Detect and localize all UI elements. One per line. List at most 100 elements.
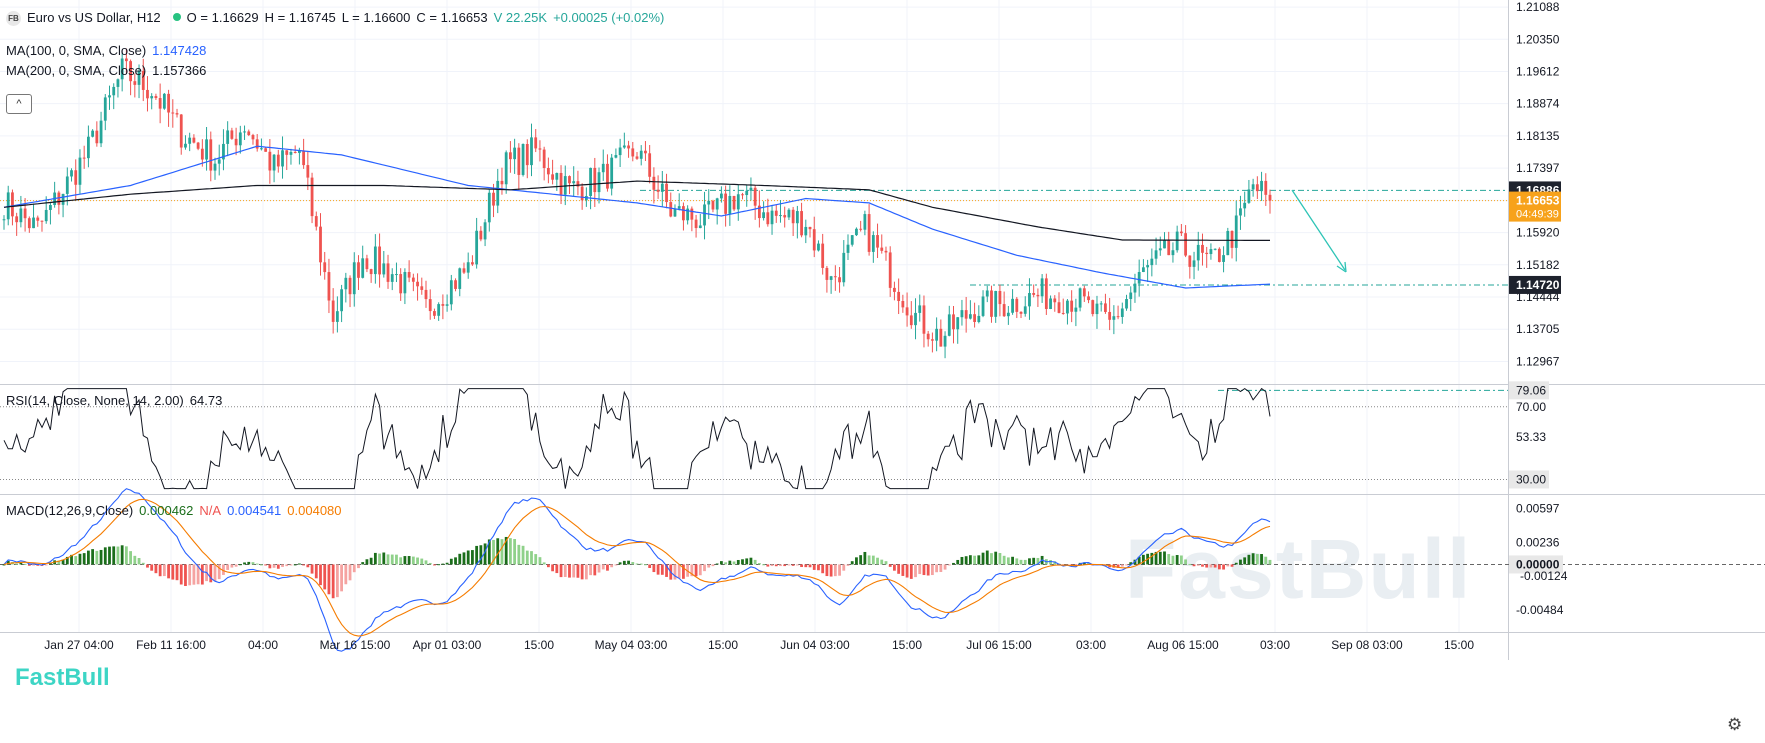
macd-histogram-bar	[171, 564, 175, 580]
candle-body	[150, 96, 154, 99]
candle-body	[61, 193, 65, 205]
macd-histogram-bar	[994, 551, 998, 565]
candle-body	[985, 290, 989, 297]
candle-body	[935, 328, 939, 341]
macd-histogram-bar	[433, 564, 436, 566]
candle-body	[926, 333, 930, 340]
candle-body	[728, 195, 732, 214]
candle-body	[1188, 255, 1192, 267]
macd-histogram-bar	[285, 564, 289, 567]
candle-body	[660, 183, 664, 192]
macd-histogram-bar	[610, 564, 614, 568]
candle-body	[496, 180, 500, 206]
macd-histogram-bar	[757, 563, 761, 565]
macd-histogram-bar	[483, 543, 487, 565]
macd-histogram-bar	[893, 564, 896, 571]
macd-histogram-bar	[741, 559, 744, 565]
macd-histogram-bar	[441, 563, 445, 565]
candle-body	[745, 190, 749, 196]
candle-body	[606, 163, 609, 189]
time-tick-label: Aug 06 15:00	[1147, 638, 1219, 652]
macd-histogram-bar	[57, 560, 61, 565]
candle-body	[298, 150, 301, 153]
candle-body	[652, 176, 656, 190]
macd-histogram-bar	[36, 564, 40, 566]
gear-icon[interactable]: ⚙	[1727, 715, 1743, 734]
macd-histogram-bar	[420, 558, 424, 565]
candle-body	[1150, 258, 1154, 266]
ma200-line	[3, 180, 1270, 241]
ma100-value: 1.147428	[152, 43, 207, 58]
time-tick-label: May 04 03:00	[595, 638, 668, 652]
candle-body	[420, 286, 424, 290]
macd-histogram-bar	[618, 562, 622, 565]
macd-histogram-bar	[424, 560, 428, 565]
macd-histogram-bar	[234, 564, 238, 567]
candle-body	[821, 243, 825, 268]
price-tick-label: 1.17397	[1516, 161, 1560, 175]
countdown-timer: 04:49:39	[1516, 209, 1559, 221]
macd-histogram-bar	[707, 564, 711, 568]
candle-body	[1255, 184, 1259, 192]
candle-body	[276, 154, 280, 167]
macd-legend[interactable]: MACD(12,26,9,Close) 0.000462 N/A 0.004541 0.…	[6, 503, 348, 518]
candle-body	[703, 204, 706, 226]
candle-body	[141, 70, 145, 90]
ma200-legend[interactable]: MA(200, 0, SMA, Close) 1.157366	[6, 63, 212, 78]
candle-body	[1078, 288, 1082, 308]
macd-histogram-bar	[1137, 556, 1141, 565]
candle-body	[395, 274, 398, 276]
candle-body	[293, 151, 297, 153]
macd-histogram-bar	[656, 564, 660, 575]
candle-body	[973, 314, 976, 322]
candle-body	[871, 235, 875, 252]
macd-histogram-bar	[1209, 564, 1213, 568]
rsi-legend[interactable]: RSI(14, Close, None, 14, 2.00) 64.73	[6, 393, 228, 408]
candle-body	[200, 148, 204, 160]
candle-body	[1125, 299, 1128, 309]
ma100-legend[interactable]: MA(100, 0, SMA, Close) 1.147428	[6, 43, 212, 58]
candle-body	[968, 314, 972, 319]
candle-body	[344, 277, 348, 290]
macd-histogram-bar	[525, 550, 529, 565]
macd-histogram-bar	[454, 557, 457, 565]
candle-body	[1116, 316, 1120, 318]
status-dot	[172, 13, 181, 21]
candle-body	[285, 150, 289, 155]
macd-histogram-bar	[909, 564, 913, 579]
candle-body	[947, 314, 951, 336]
candle-body	[1087, 296, 1090, 301]
candlesticks	[2, 48, 1272, 359]
candle-body	[365, 258, 369, 270]
macd-histogram-bar	[1125, 564, 1128, 566]
macd-histogram-bar	[808, 564, 812, 568]
candle-body	[736, 194, 740, 210]
candle-body	[314, 216, 318, 227]
candle-body	[19, 208, 23, 223]
candle-body	[1251, 184, 1255, 190]
macd-histogram-bar	[964, 556, 968, 565]
macd-histogram-bar	[622, 560, 626, 565]
macd-histogram-bar	[576, 564, 580, 578]
time-tick-label: 15:00	[892, 638, 922, 652]
macd-histogram-bar	[492, 539, 495, 565]
candle-body	[1099, 303, 1103, 305]
collapse-legend-button[interactable]: ^	[6, 94, 32, 114]
macd-histogram-bar	[462, 552, 466, 565]
macd-histogram-bar	[589, 564, 592, 576]
candle-body	[690, 208, 694, 220]
candle-body	[65, 176, 69, 194]
candle-body	[1243, 202, 1247, 209]
macd-histogram-bar	[1167, 554, 1171, 565]
macd-histogram-bar	[95, 550, 99, 565]
candle-body	[91, 130, 95, 137]
watermark: FastBull	[1125, 522, 1470, 616]
candle-body	[11, 192, 14, 217]
macd-histogram-bar	[563, 564, 567, 577]
candle-body	[1133, 283, 1137, 293]
macd-histogram-bar	[1260, 554, 1263, 565]
candle-body	[1146, 265, 1150, 268]
candle-body	[471, 262, 474, 265]
macd-histogram-bar	[720, 561, 723, 565]
